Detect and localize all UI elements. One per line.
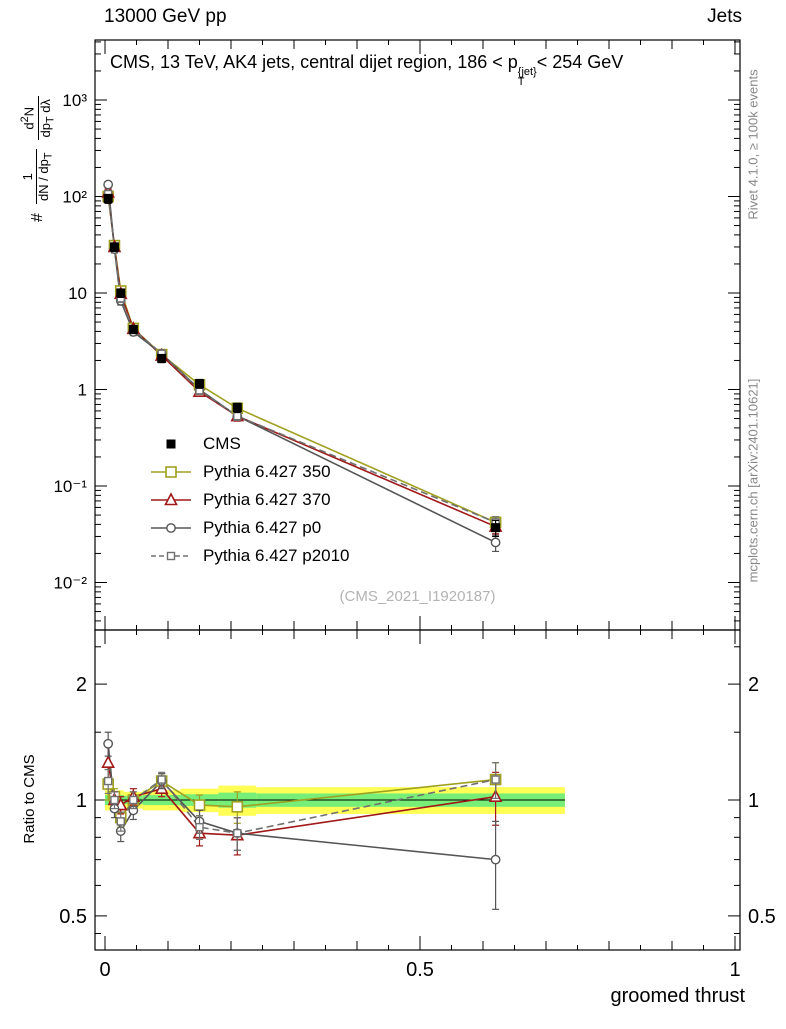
ylabel-frac2-num: d2N — [19, 107, 37, 130]
legend-item-pythia-6-427-350: Pythia 6.427 350 — [148, 460, 350, 483]
x-axis-label: groomed thrust — [610, 985, 745, 1007]
svg-text:1: 1 — [76, 790, 87, 812]
ylabel-frac2-num-text2: N — [21, 106, 37, 117]
legend-marker-cms-icon — [166, 439, 176, 448]
ylabel-fraction-1: 1 dN / dpT — [20, 149, 55, 205]
plot-title-subscript: T — [517, 76, 525, 88]
legend-item-pythia-6-427-p2010: Pythia 6.427 p2010 — [148, 544, 350, 567]
svg-text:0.5: 0.5 — [406, 959, 434, 981]
legend-item-cms: CMS — [148, 432, 350, 455]
ylabel-frac2-den-sub: T — [44, 116, 57, 124]
svg-text:10⁻¹: 10⁻¹ — [53, 477, 87, 496]
data-series — [101, 179, 503, 910]
legend-marker-pythia-6-427-p2010-icon — [151, 551, 191, 560]
ratio-y-axis-label: Ratio to CMS — [21, 754, 38, 844]
plot-title-text: CMS, 13 TeV, AK4 jets, central dijet reg… — [110, 52, 518, 72]
svg-text:1: 1 — [78, 381, 87, 400]
beam-energy-label: 13000 GeV pp — [104, 6, 227, 27]
mcplots-arxiv-label: mcplots.cern.ch [arXiv:2401.10621] — [745, 378, 761, 583]
plot-title-superscript: {jet} — [517, 66, 537, 78]
svg-text:2: 2 — [76, 674, 87, 696]
svg-text:2: 2 — [748, 674, 759, 696]
legend-item-pythia-6-427-370: Pythia 6.427 370 — [148, 488, 350, 511]
ylabel-frac2-num-text: d — [21, 122, 37, 130]
main-line-pythia-6-427-p2010 — [107, 193, 496, 524]
analysis-id-watermark: (CMS_2021_I1920187) — [339, 588, 496, 605]
legend-item-pythia-6-427-p0: Pythia 6.427 p0 — [148, 516, 350, 539]
ylabel-hash: # — [29, 213, 46, 222]
ylabel-fraction-2: d2N dpT dλ — [19, 96, 57, 141]
svg-text:1: 1 — [729, 959, 740, 981]
legend-label-pythia-6-427-370: Pythia 6.427 370 — [203, 489, 331, 509]
legend-marker-pythia-6-427-370-icon — [151, 491, 191, 505]
series-cms — [103, 193, 501, 538]
svg-text:0.5: 0.5 — [59, 906, 87, 928]
svg-text:10²: 10² — [62, 188, 87, 207]
svg-text:1: 1 — [748, 790, 759, 812]
plot-title: CMS, 13 TeV, AK4 jets, central dijet reg… — [110, 52, 624, 88]
svg-text:0.5: 0.5 — [748, 906, 776, 928]
ylabel-frac2-num-sup: 2 — [19, 116, 32, 123]
legend-label-pythia-6-427-350: Pythia 6.427 350 — [203, 461, 331, 481]
legend-marker-pythia-6-427-p0-icon — [151, 522, 191, 533]
plot-title-text-end: < 254 GeV — [536, 52, 624, 72]
plot-title-pt-script: {jet} T — [517, 66, 537, 88]
legend-label-pythia-6-427-p2010: Pythia 6.427 p2010 — [203, 545, 350, 565]
svg-text:10³: 10³ — [62, 91, 87, 110]
svg-text:10⁻²: 10⁻² — [53, 574, 87, 593]
axes-frame: 0 0.5 1 10⁻² 10⁻¹ 1 10 10² 10³ 2 2 1 1 0.5 0.5 — [53, 39, 776, 981]
svg-text:10: 10 — [68, 284, 87, 303]
legend-label-pythia-6-427-p0: Pythia 6.427 p0 — [203, 517, 322, 537]
rivet-version-label: Rivet 4.1.0, ≥ 100k events — [745, 69, 761, 220]
ylabel-frac1-den-text: dN / dp — [35, 159, 51, 202]
main-y-axis-label: # 1 dN / dpT d2N dpT dλ — [16, 34, 60, 284]
svg-text:0: 0 — [99, 959, 110, 981]
ylabel-frac1-den: dN / dpT — [35, 149, 55, 205]
legend-label-cms: CMS — [203, 433, 241, 453]
ylabel-frac2-den-text: dp — [37, 123, 53, 138]
legend: CMS Pythia 6.427 350 Pythia 6.427 370 Pythi… — [148, 432, 350, 567]
ylabel-frac2-den-text2: dλ — [37, 99, 53, 117]
ylabel-frac1-num: 1 — [20, 173, 36, 181]
jets-label: Jets — [707, 6, 742, 27]
ylabel-frac1-den-sub: T — [42, 152, 55, 160]
ylabel-frac2-den: dpT dλ — [37, 96, 57, 141]
legend-marker-pythia-6-427-350-icon — [151, 465, 191, 478]
